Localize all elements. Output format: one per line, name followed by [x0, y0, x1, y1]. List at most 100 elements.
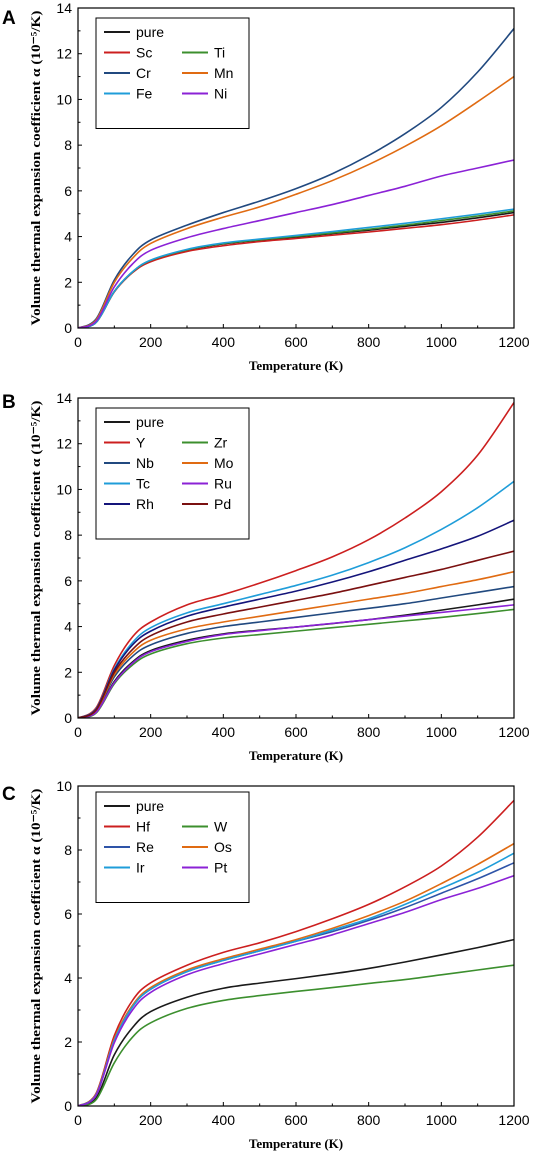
series-line-mn: [78, 75, 514, 328]
x-tick-label: 1200: [498, 334, 529, 350]
x-tick-label: 200: [139, 334, 163, 350]
x-tick-label: 800: [357, 334, 381, 350]
y-axis-title: Volume thermal expansion coefficient α (…: [28, 11, 43, 326]
series-line-cr: [78, 28, 514, 328]
y-tick-label: 0: [64, 710, 72, 726]
y-tick-label: 2: [64, 274, 72, 290]
series-line-pd: [78, 550, 514, 718]
series-line-ru: [78, 604, 514, 718]
legend-label-w: W: [214, 819, 228, 835]
series-line-sc: [78, 214, 514, 328]
series-line-pure: [78, 211, 514, 328]
legend-label-pt: Pt: [214, 860, 227, 876]
series-lines: [78, 28, 514, 328]
x-tick-label: 1000: [426, 1112, 457, 1128]
legend-label-ru: Ru: [214, 476, 232, 492]
series-line-hf: [78, 799, 514, 1106]
x-tick-label: 0: [74, 334, 82, 350]
y-tick-label: 14: [56, 0, 72, 16]
legend-label-fe: Fe: [136, 86, 153, 102]
chart-panel-b: B 0 200 400 600 800 1000 1200 0 2 4 6 8 10 12 14 Tempera…: [2, 390, 530, 763]
y-tick-label: 0: [64, 1098, 72, 1114]
y-tick-label: 14: [56, 390, 72, 406]
y-tick-label: 10: [56, 778, 72, 794]
x-axis-title: Temperature (K): [249, 748, 343, 763]
legend-label-ir: Ir: [136, 860, 145, 876]
y-tick-label: 8: [64, 527, 72, 543]
y-tick-label: 10: [56, 91, 72, 107]
series-lines: [78, 799, 514, 1106]
panel-letter: C: [2, 784, 16, 805]
y-axis-title: Volume thermal expansion coefficient α (…: [28, 789, 43, 1104]
y-tick-label: 8: [64, 137, 72, 153]
x-tick-label: 0: [74, 1112, 82, 1128]
y-tick-label: 6: [64, 906, 72, 922]
legend-label-rh: Rh: [136, 496, 154, 512]
y-tick-label: 12: [56, 46, 72, 62]
panel-letter: A: [2, 8, 16, 29]
x-tick-label: 400: [212, 334, 236, 350]
y-tick-label: 2: [64, 1034, 72, 1050]
series-line-ti: [78, 210, 514, 328]
x-tick-label: 400: [212, 724, 236, 740]
x-tick-label: 1000: [426, 334, 457, 350]
series-lines: [78, 402, 514, 718]
x-tick-label: 200: [139, 1112, 163, 1128]
x-tick-label: 600: [284, 334, 308, 350]
chart-panel-a: A 0 200 400 600 800 1000 1200 0 2 4 6 8 10 12 14 Tempera…: [2, 0, 530, 373]
x-tick-label: 1000: [426, 724, 457, 740]
legend-label-re: Re: [136, 839, 154, 855]
y-tick-label: 6: [64, 573, 72, 589]
legend-label-tc: Tc: [136, 476, 150, 492]
legend-label-zr: Zr: [214, 435, 228, 451]
y-tick-label: 8: [64, 842, 72, 858]
x-axis-title: Temperature (K): [249, 1136, 343, 1151]
legend-label-y: Y: [136, 435, 146, 451]
series-line-w: [78, 964, 514, 1106]
legend-label-ni: Ni: [214, 86, 227, 102]
panel-letter: B: [2, 392, 16, 413]
x-tick-label: 400: [212, 1112, 236, 1128]
series-line-mo: [78, 570, 514, 718]
legend-label-cr: Cr: [136, 65, 151, 81]
y-tick-label: 12: [56, 436, 72, 452]
series-line-pt: [78, 874, 514, 1106]
y-tick-label: 4: [64, 619, 72, 635]
legend-label-pure: pure: [136, 414, 164, 430]
series-line-nb: [78, 585, 514, 718]
series-line-pure: [78, 938, 514, 1106]
legend-label-sc: Sc: [136, 45, 152, 61]
x-tick-label: 1200: [498, 724, 529, 740]
x-tick-label: 600: [284, 1112, 308, 1128]
chart-panel-c: C 0 200 400 600 800 1000 1200 0 2 4 6 8 10 Temperature…: [2, 778, 530, 1151]
y-tick-label: 2: [64, 664, 72, 680]
series-line-fe: [78, 208, 514, 328]
series-line-ni: [78, 159, 514, 328]
x-tick-label: 1200: [498, 1112, 529, 1128]
legend-label-ti: Ti: [214, 45, 225, 61]
y-tick-label: 6: [64, 183, 72, 199]
legend-label-pd: Pd: [214, 496, 231, 512]
legend-label-hf: Hf: [136, 819, 150, 835]
x-tick-label: 800: [357, 1112, 381, 1128]
y-tick-label: 4: [64, 229, 72, 245]
x-axis-title: Temperature (K): [249, 358, 343, 373]
y-axis-title: Volume thermal expansion coefficient α (…: [28, 401, 43, 716]
x-tick-label: 800: [357, 724, 381, 740]
y-tick-label: 10: [56, 481, 72, 497]
legend-label-pure: pure: [136, 798, 164, 814]
legend-label-mo: Mo: [214, 455, 234, 471]
x-tick-label: 200: [139, 724, 163, 740]
legend-box: [95, 407, 250, 540]
x-tick-label: 0: [74, 724, 82, 740]
y-tick-label: 4: [64, 970, 72, 986]
legend-label-pure: pure: [136, 24, 164, 40]
legend-label-mn: Mn: [214, 65, 233, 81]
series-line-zr: [78, 608, 514, 718]
y-tick-label: 0: [64, 320, 72, 336]
series-line-rh: [78, 519, 514, 718]
legend-label-nb: Nb: [136, 455, 154, 471]
x-tick-label: 600: [284, 724, 308, 740]
legend-label-os: Os: [214, 839, 232, 855]
